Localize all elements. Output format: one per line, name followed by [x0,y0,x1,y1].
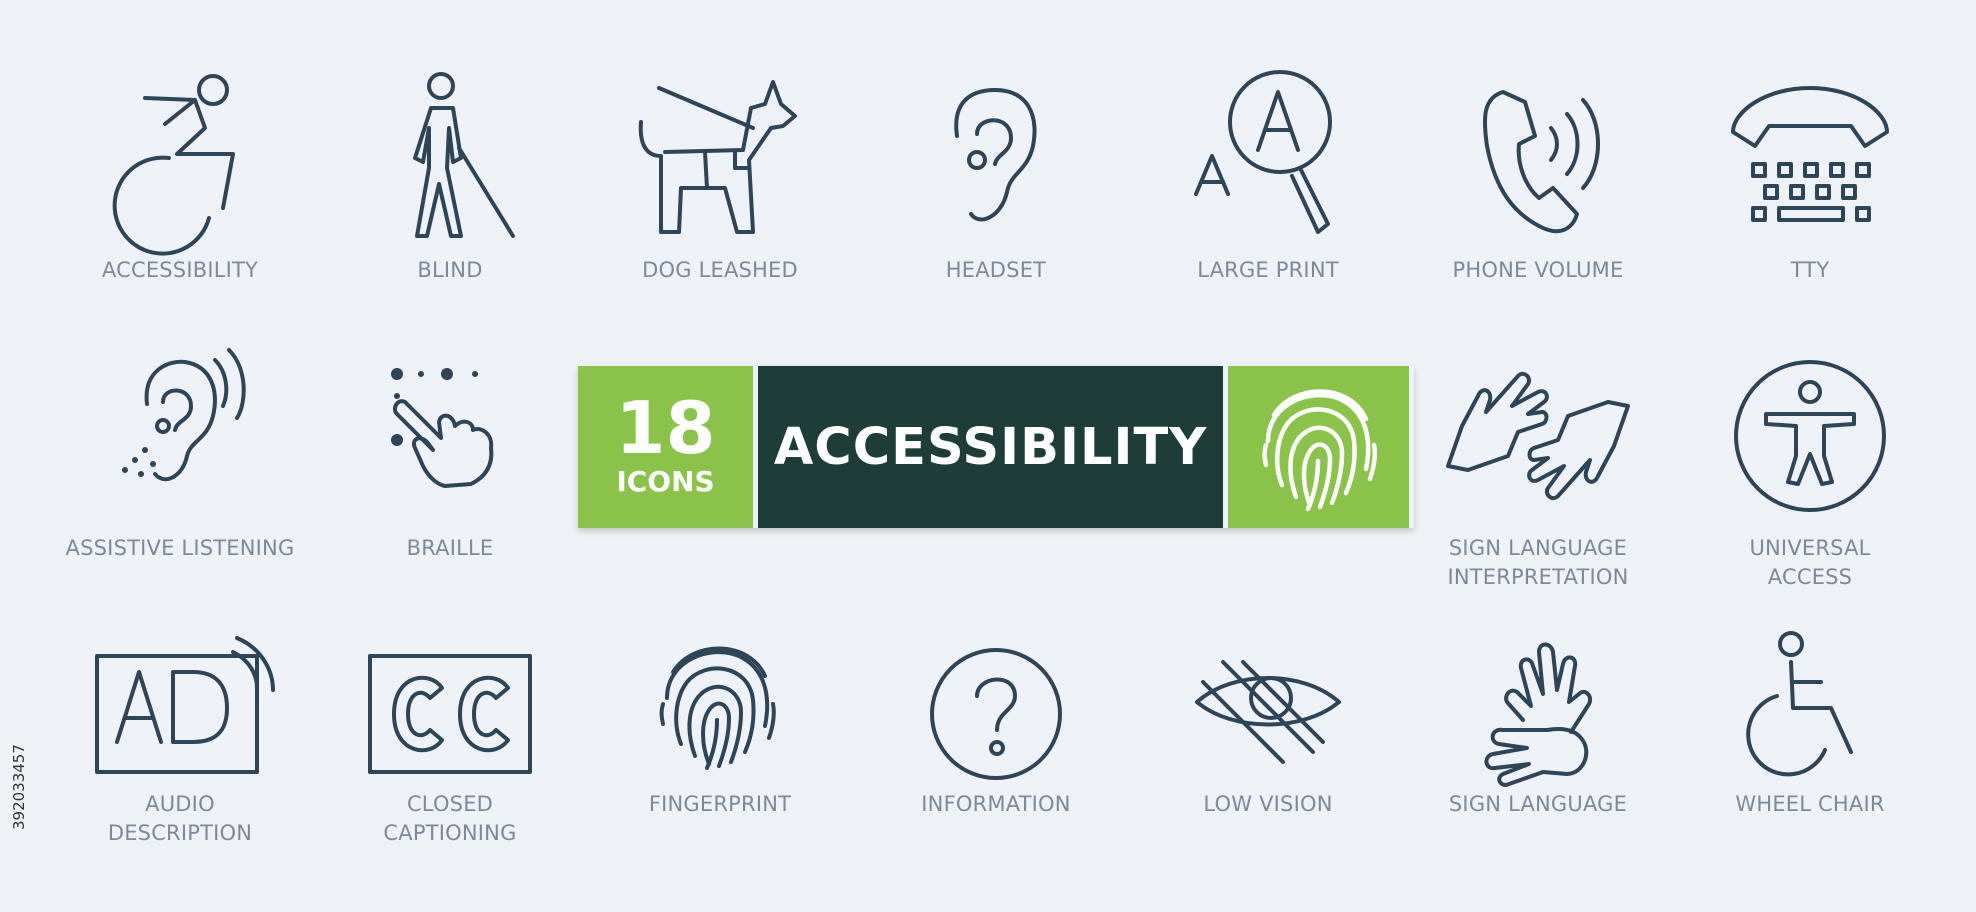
icon-label: BLIND [417,258,483,282]
icon-label: INFORMATION [921,792,1071,816]
icon-label: UNIVERSAL ACCESS [1749,536,1871,589]
universal-access-icon [1680,346,1940,526]
icon-label: WHEEL CHAIR [1735,792,1885,816]
tty-icon [1680,68,1940,248]
icon-card-headset: HEADSET [866,68,1126,285]
icon-card-blind: BLIND [320,68,580,285]
stock-id-label: 392033457 [10,744,28,830]
icon-card-accessibility: ACCESSIBILITY [50,68,310,285]
icon-count-badge: 18 ICONS [578,366,753,528]
icon-label: BRAILLE [406,536,494,560]
accessibility-icon [50,68,310,256]
icon-card-phone-volume: PHONE VOLUME [1408,68,1668,285]
icon-card-tty: TTY [1680,68,1940,285]
icon-label: ACCESSIBILITY [101,258,259,282]
icon-card-universal-access: UNIVERSAL ACCESS [1680,346,1940,592]
large-print-icon [1138,68,1398,248]
icon-label: HEADSET [945,258,1047,282]
icon-card-large-print: LARGE PRINT [1138,68,1398,285]
sign-language-icon [1408,632,1668,787]
icon-card-fingerprint: FINGERPRINT [590,632,850,819]
icon-card-dog-leashed: DOG LEASHED [590,68,850,285]
banner-fingerprint [1228,366,1409,528]
icon-card-low-vision: LOW VISION [1138,632,1398,819]
ear-icon [866,68,1126,248]
icon-card-wheel-chair: WHEEL CHAIR [1680,631,1940,819]
fingerprint-icon [590,632,850,782]
title-banner: 18 ICONS ACCESSIBILITY [578,366,1414,528]
braille-icon [320,346,580,526]
icon-label: LARGE PRINT [1197,258,1339,282]
icon-count: 18 [615,386,716,470]
icon-label: SIGN LANGUAGE [1448,792,1628,816]
icon-card-audio-description: AUDIO DESCRIPTION [50,632,310,848]
guide-dog-icon [590,68,850,248]
low-vision-icon [1138,632,1398,782]
sign-language-interpretation-icon [1408,346,1668,526]
icon-label: ASSISTIVE LISTENING [65,536,295,560]
icon-label: DOG LEASHED [642,258,798,282]
icon-label: CLOSED CAPTIONING [383,792,517,845]
assistive-listening-icon [50,346,310,526]
icon-label: LOW VISION [1203,792,1333,816]
phone-volume-icon [1408,68,1668,248]
icon-count-label: ICONS [616,465,715,498]
audio-description-icon [50,632,310,782]
icon-card-information: INFORMATION [866,632,1126,819]
icon-card-assistive-listening: ASSISTIVE LISTENING [50,346,310,563]
fingerprint-icon [1254,375,1384,519]
blind-person-icon [320,68,580,248]
icon-label: FINGERPRINT [648,792,792,816]
icon-label: SIGN LANGUAGE INTERPRETATION [1447,536,1629,589]
icon-label: TTY [1790,258,1830,282]
icon-card-braille: BRAILLE [320,346,580,563]
icon-label: PHONE VOLUME [1452,258,1624,282]
banner-title: ACCESSIBILITY [758,366,1223,528]
closed-captioning-icon [320,632,580,782]
information-icon [866,632,1126,782]
icon-card-sign-language-interpretation: SIGN LANGUAGE INTERPRETATION [1408,346,1668,592]
wheelchair-icon [1680,631,1940,782]
icon-card-closed-captioning: CLOSED CAPTIONING [320,632,580,848]
icon-label: AUDIO DESCRIPTION [107,792,253,845]
icon-card-sign-language: SIGN LANGUAGE [1408,632,1668,819]
